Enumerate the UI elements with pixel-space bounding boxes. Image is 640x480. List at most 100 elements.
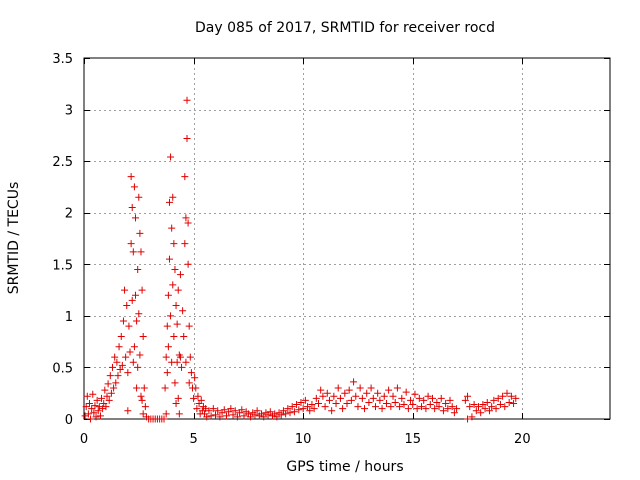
data-point — [418, 403, 426, 411]
data-point — [428, 394, 436, 402]
data-point — [424, 392, 432, 400]
data-point — [483, 398, 491, 406]
data-point — [132, 291, 140, 299]
data-point — [178, 363, 186, 371]
data-point — [356, 384, 364, 392]
y-tick-label: 2.5 — [52, 155, 73, 170]
data-point — [168, 224, 176, 232]
data-point — [83, 392, 91, 400]
data-point — [380, 392, 388, 400]
data-point — [446, 396, 454, 404]
data-point — [174, 286, 182, 294]
data-point — [266, 408, 274, 416]
data-point — [139, 410, 147, 418]
y-tick-label: 1 — [65, 310, 73, 325]
data-point — [207, 412, 215, 420]
data-point — [222, 412, 230, 420]
data-point — [94, 407, 102, 415]
data-point — [407, 396, 415, 404]
data-point — [481, 405, 489, 413]
data-point — [260, 413, 268, 421]
y-tick-label: 3.5 — [52, 52, 73, 67]
data-point — [496, 401, 504, 409]
data-point — [133, 317, 141, 325]
data-point — [277, 411, 285, 419]
data-point — [347, 396, 355, 404]
data-point — [247, 413, 255, 421]
data-point — [110, 384, 118, 392]
y-tick-label: 3 — [65, 104, 73, 119]
data-point — [330, 392, 338, 400]
data-point — [385, 386, 393, 394]
data-point — [315, 400, 323, 408]
data-point — [185, 322, 193, 330]
data-point — [174, 394, 182, 402]
data-point — [396, 403, 404, 411]
data-point — [124, 407, 132, 415]
data-point — [203, 413, 211, 421]
x-axis: 0 5 10 15 20 — [80, 58, 531, 447]
data-point — [112, 379, 120, 387]
data-point — [136, 229, 144, 237]
data-point — [138, 286, 146, 294]
data-point — [343, 400, 351, 408]
data-point — [140, 384, 148, 392]
data-point — [137, 248, 145, 256]
data-point — [229, 411, 237, 419]
data-point — [290, 408, 298, 416]
data-point — [133, 384, 141, 392]
data-point — [413, 405, 421, 413]
data-point — [182, 214, 190, 222]
data-point — [185, 379, 193, 387]
y-tick-label: 1.5 — [52, 258, 73, 273]
data-point — [361, 405, 369, 413]
data-point — [411, 390, 419, 398]
data-point — [162, 410, 170, 418]
data-point — [106, 372, 114, 380]
data-point — [227, 405, 235, 413]
y-axis: 0 0.5 1 1.5 2 2.5 3 3.5 — [52, 52, 610, 428]
data-series — [81, 96, 520, 423]
data-point — [231, 407, 239, 415]
data-point — [220, 406, 228, 414]
data-point — [126, 348, 134, 356]
data-point — [176, 271, 184, 279]
data-point — [98, 394, 106, 402]
data-point — [121, 286, 129, 294]
data-point — [205, 407, 213, 415]
x-tick-label: 0 — [80, 432, 88, 447]
data-point — [105, 396, 113, 404]
data-point — [319, 392, 327, 400]
data-point — [139, 332, 147, 340]
data-point — [453, 405, 461, 413]
data-point — [461, 396, 469, 404]
data-point — [162, 353, 170, 361]
data-point — [82, 403, 90, 411]
data-point — [435, 403, 443, 411]
data-point — [371, 403, 379, 411]
data-point — [134, 265, 142, 273]
data-point — [470, 401, 478, 409]
data-point — [118, 361, 126, 369]
data-point — [138, 396, 146, 404]
data-point — [479, 401, 487, 409]
data-point — [173, 358, 181, 366]
data-point — [85, 400, 93, 408]
data-point — [282, 410, 290, 418]
data-point — [123, 302, 131, 310]
data-point — [216, 413, 224, 421]
data-point — [194, 392, 202, 400]
data-point — [102, 403, 110, 411]
chart-title: Day 085 of 2017, SRMTID for receiver roc… — [195, 20, 495, 36]
data-point — [321, 403, 329, 411]
data-point — [137, 392, 145, 400]
data-point — [181, 240, 189, 248]
data-point — [108, 363, 116, 371]
data-point — [114, 372, 122, 380]
data-point — [172, 400, 180, 408]
data-point — [253, 407, 261, 415]
data-point — [186, 353, 194, 361]
data-point — [113, 358, 121, 366]
data-point — [512, 394, 520, 402]
data-point — [164, 291, 172, 299]
